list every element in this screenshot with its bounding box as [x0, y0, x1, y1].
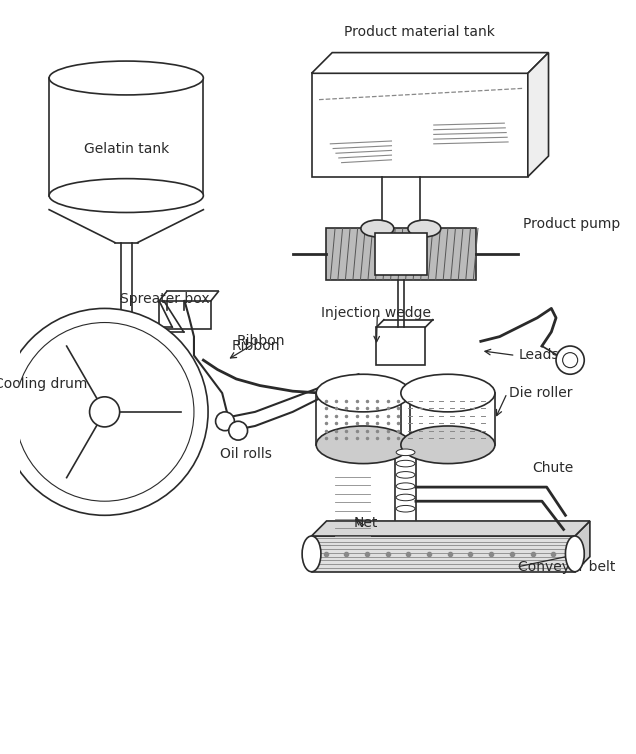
- Text: Die roller: Die roller: [509, 386, 572, 400]
- Text: Ribbon: Ribbon: [237, 334, 285, 348]
- Text: Oil rolls: Oil rolls: [220, 447, 272, 461]
- Bar: [375, 233, 427, 275]
- Text: Conveyor belt: Conveyor belt: [518, 560, 616, 574]
- Ellipse shape: [361, 220, 394, 237]
- Ellipse shape: [396, 460, 415, 467]
- Ellipse shape: [401, 374, 495, 412]
- Bar: [377, 327, 425, 365]
- Bar: [312, 73, 528, 176]
- Ellipse shape: [302, 536, 321, 572]
- Ellipse shape: [396, 494, 415, 501]
- Circle shape: [563, 353, 577, 368]
- Bar: [326, 228, 476, 280]
- Text: Spreater box: Spreater box: [120, 292, 209, 306]
- Text: Cooling drum: Cooling drum: [0, 377, 87, 391]
- Ellipse shape: [408, 220, 441, 237]
- Polygon shape: [312, 521, 590, 536]
- Ellipse shape: [49, 179, 204, 213]
- Text: Gelatin tank: Gelatin tank: [83, 142, 169, 155]
- Ellipse shape: [565, 536, 584, 572]
- Bar: [312, 536, 575, 572]
- Circle shape: [15, 323, 194, 501]
- Circle shape: [90, 397, 120, 427]
- Ellipse shape: [396, 483, 415, 489]
- Ellipse shape: [396, 449, 415, 455]
- Text: Chute: Chute: [532, 461, 574, 475]
- Text: Injection wedge: Injection wedge: [321, 306, 431, 320]
- Circle shape: [1, 308, 208, 515]
- Circle shape: [556, 346, 584, 374]
- Circle shape: [216, 412, 235, 431]
- Ellipse shape: [49, 61, 204, 95]
- Ellipse shape: [396, 471, 415, 478]
- Ellipse shape: [401, 426, 495, 464]
- Ellipse shape: [396, 505, 415, 512]
- Text: Leads: Leads: [518, 348, 559, 363]
- Ellipse shape: [316, 426, 410, 464]
- Circle shape: [229, 421, 247, 440]
- Ellipse shape: [316, 374, 410, 412]
- Polygon shape: [312, 53, 548, 73]
- Text: Net: Net: [354, 516, 378, 530]
- Text: Product material tank: Product material tank: [344, 26, 495, 39]
- Polygon shape: [528, 53, 548, 176]
- Text: Product pump: Product pump: [523, 216, 620, 231]
- Text: Ribbon: Ribbon: [232, 339, 280, 353]
- Polygon shape: [575, 521, 590, 572]
- Bar: [159, 301, 211, 329]
